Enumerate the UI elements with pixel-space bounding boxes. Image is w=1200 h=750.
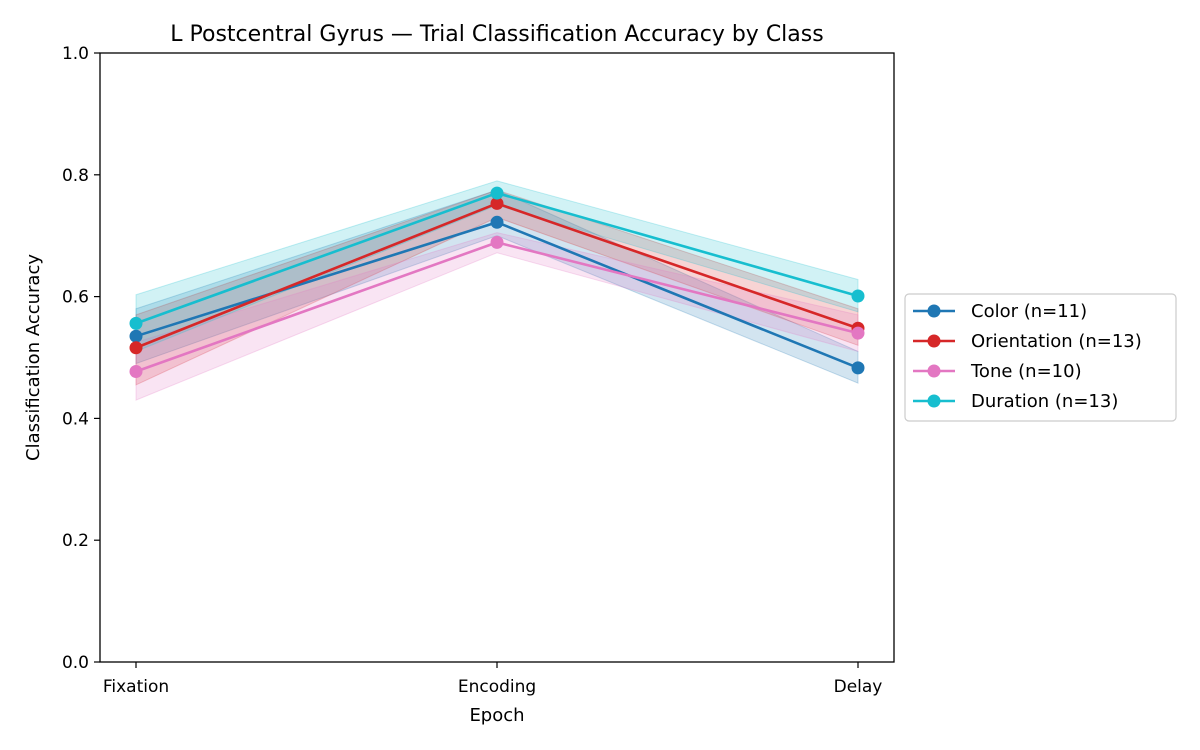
point-series-0-1 [490,215,504,229]
y-tick-label: 0.4 [62,409,89,429]
series-points [129,186,865,379]
x-axis-title: Epoch [469,705,524,726]
point-series-2-2 [851,326,865,340]
legend-marker [927,334,941,348]
point-series-2-0 [129,365,143,379]
legend-marker [927,364,941,378]
y-tick-label: 1.0 [62,44,89,64]
legend: Color (n=11) Orientation (n=13) Tone (n=10… [904,293,1177,422]
point-series-3-1 [490,186,504,200]
legend-label: Duration (n=13) [971,391,1118,412]
y-tick-label: 0.8 [62,166,89,186]
legend-box [904,293,1177,422]
point-series-3-2 [851,289,865,303]
point-series-1-1 [490,196,504,210]
x-axis: Fixation Encoding Delay [103,662,883,697]
y-tick-label: 0.0 [62,653,89,673]
legend-marker [927,304,941,318]
point-series-0-0 [129,329,143,343]
legend-label: Tone (n=10) [970,361,1082,382]
point-series-0-2 [851,361,865,375]
x-tick-label: Encoding [458,677,536,697]
y-axis: 0.0 0.2 0.4 0.6 0.8 1.0 [62,44,100,673]
point-series-1-0 [129,341,143,355]
band-series-2 [135,232,859,401]
y-tick-label: 0.6 [62,288,89,308]
legend-label: Color (n=11) [971,301,1087,322]
point-series-3-0 [129,316,143,330]
x-tick-label: Fixation [103,677,169,697]
y-axis-title: Classification Accuracy [23,254,44,461]
y-tick-label: 0.2 [62,531,89,551]
legend-label: Orientation (n=13) [971,331,1142,352]
point-series-2-1 [490,235,504,249]
x-tick-label: Delay [834,677,883,697]
legend-marker [927,394,941,408]
chart-title: L Postcentral Gyrus — Trial Classificati… [170,22,823,47]
